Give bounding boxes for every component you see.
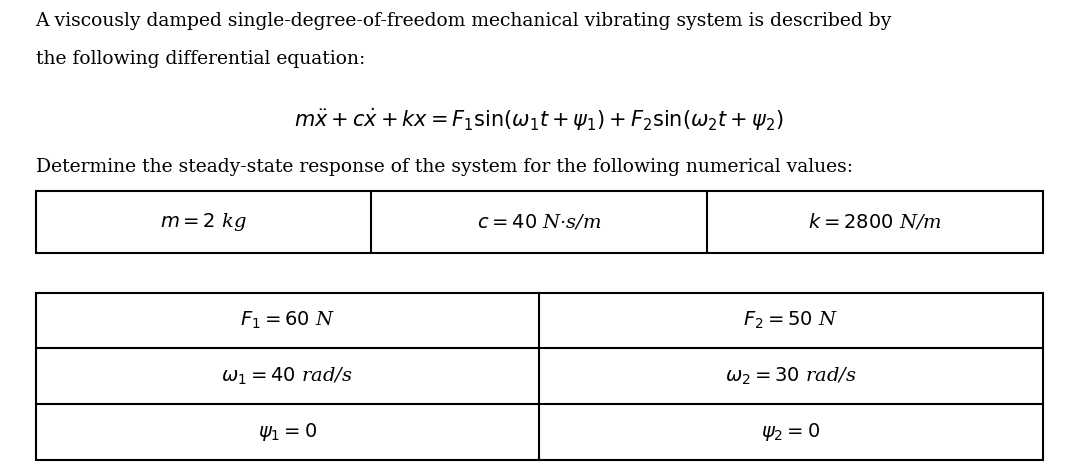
Text: $\psi_1 = 0$: $\psi_1 = 0$ [257,421,317,443]
Text: Determine the steady-state response of the system for the following numerical va: Determine the steady-state response of t… [36,158,853,176]
Text: $\psi_2 = 0$: $\psi_2 = 0$ [761,421,821,443]
Text: $F_1 = 60$ N: $F_1 = 60$ N [240,310,335,331]
Text: $F_2 = 50$ N: $F_2 = 50$ N [743,310,838,331]
Bar [36,191,1043,253]
Text: the following differential equation:: the following differential equation: [36,50,365,67]
Text: $c = 40$ N·s/m: $c = 40$ N·s/m [477,212,601,231]
Text: $m = 2$ kg: $m = 2$ kg [159,211,247,233]
Bar [36,293,1043,460]
Text: A viscously damped single-degree-of-freedom mechanical vibrating system is descr: A viscously damped single-degree-of-free… [36,12,892,30]
Text: $\omega_2 = 30$ rad/s: $\omega_2 = 30$ rad/s [725,366,856,387]
Text: $\omega_1 = 40$ rad/s: $\omega_1 = 40$ rad/s [222,366,353,387]
Text: $k = 2800$ N/m: $k = 2800$ N/m [808,212,941,232]
Text: $m\ddot{x} + c\dot{x} + kx = F_1 \sin(\omega_1 t + \psi_1) + F_2 \sin(\omega_2 t: $m\ddot{x} + c\dot{x} + kx = F_1 \sin(\o… [294,106,783,133]
